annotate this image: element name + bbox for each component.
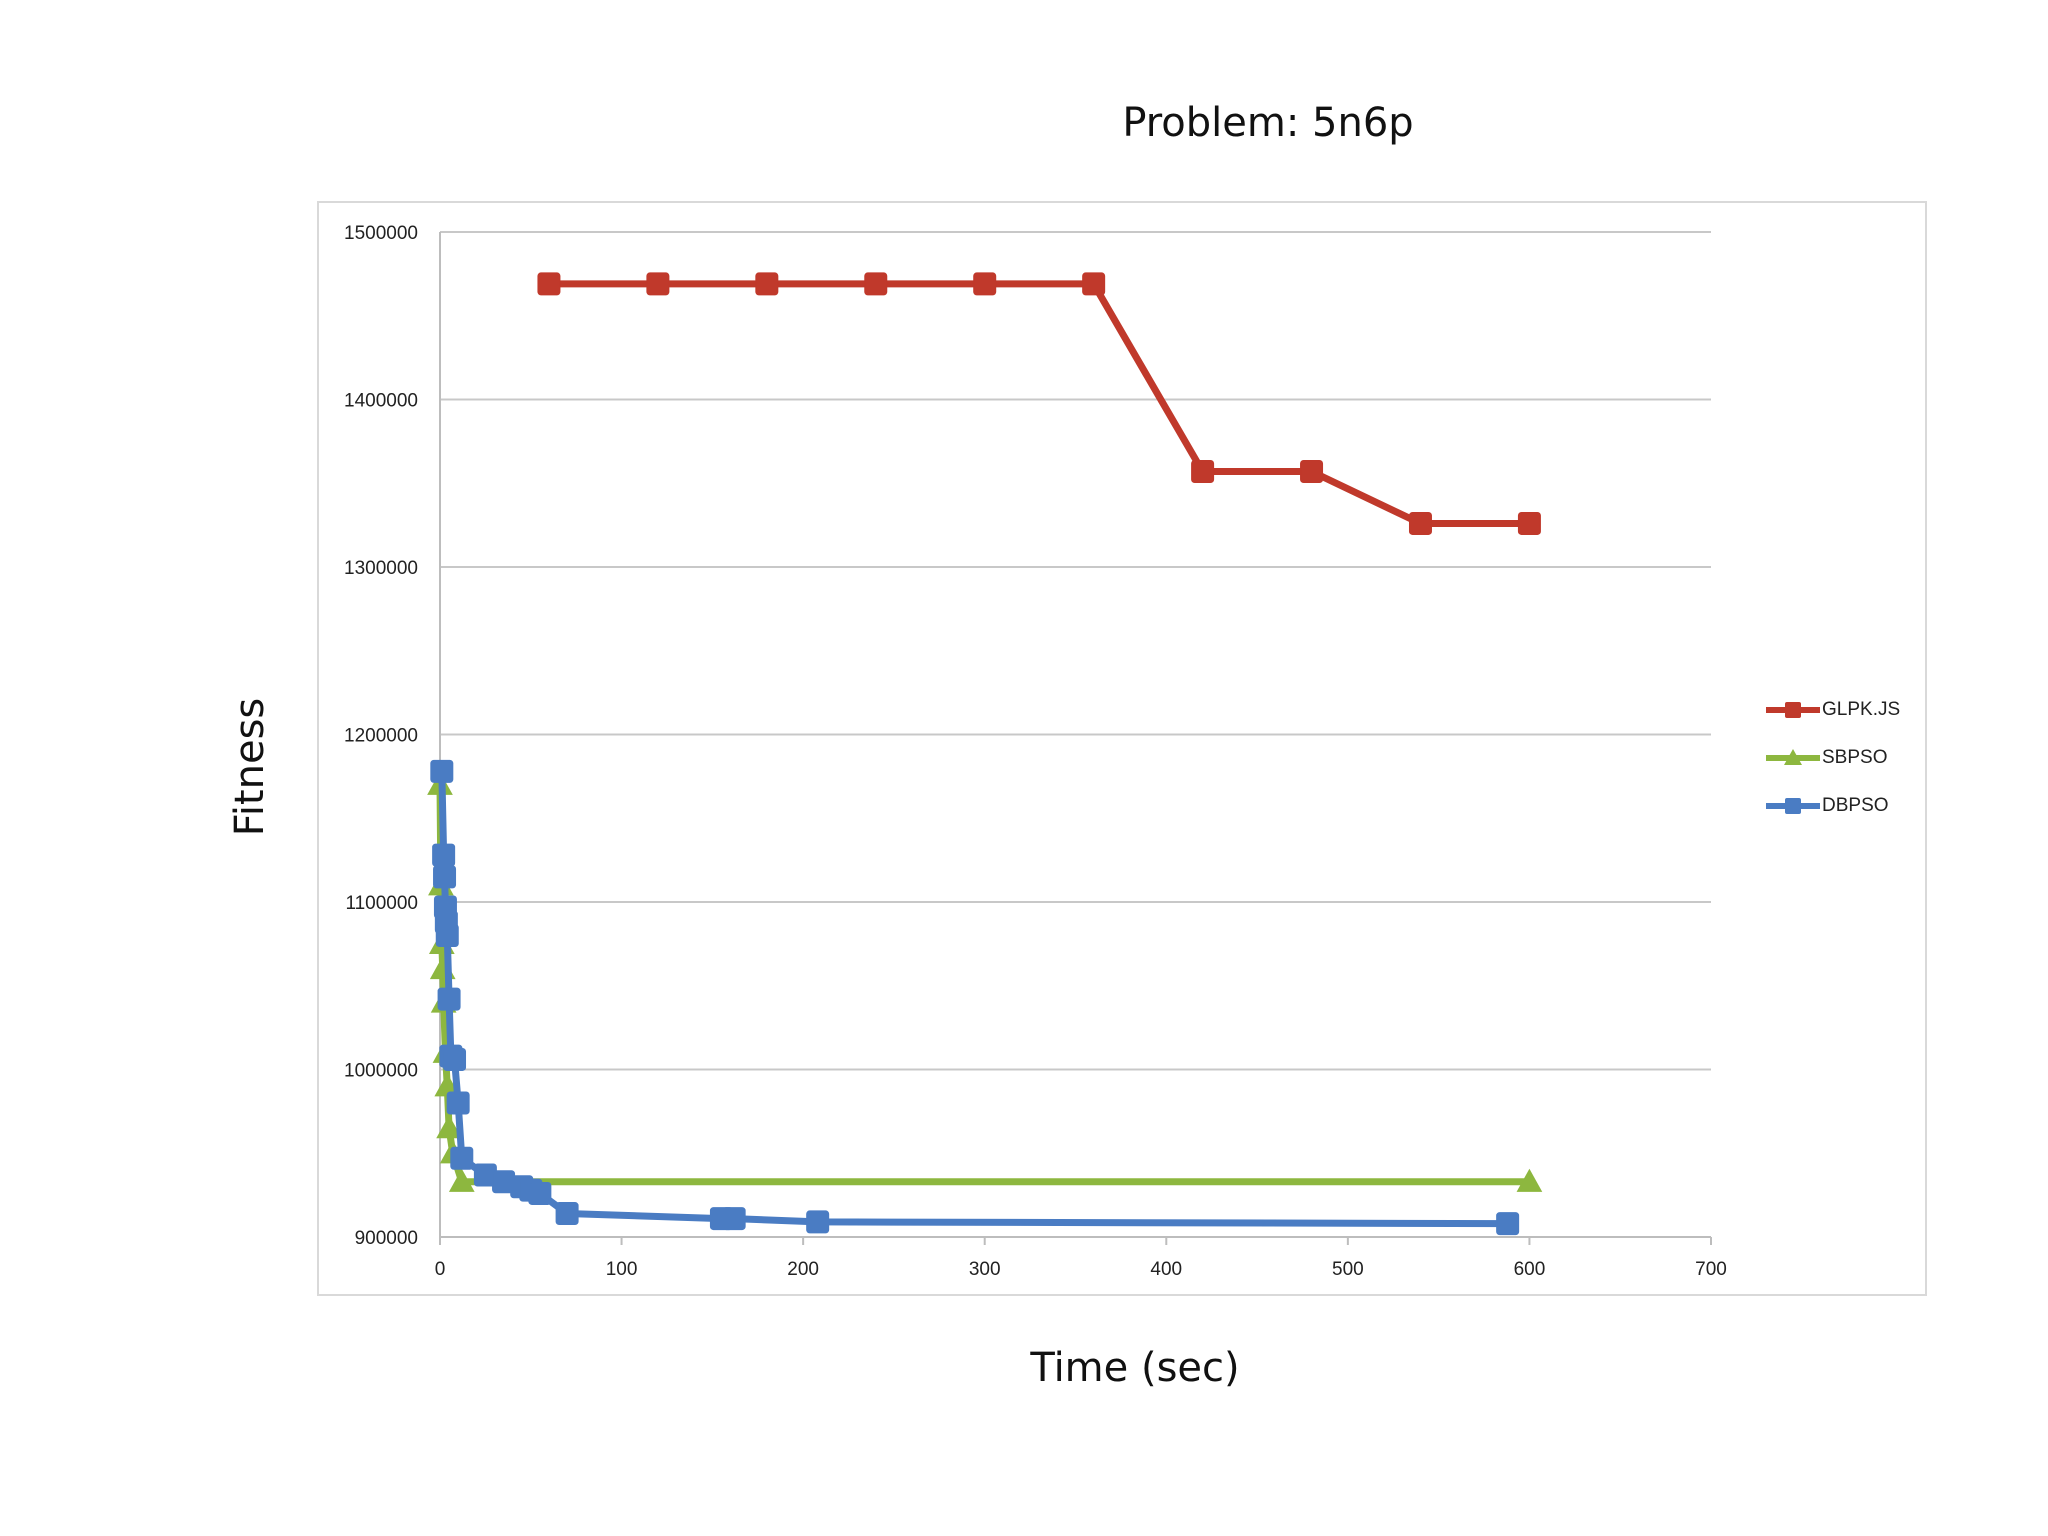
data-point-glpk-js [864,272,888,296]
data-point-dbpso [443,1047,467,1071]
series-line-dbpso [438,767,1512,1228]
plot-frame [317,201,1927,1296]
x-tick-label: 300 [969,1259,1001,1280]
data-point-glpk-js [1300,460,1324,484]
y-tick-label: 1400000 [344,391,418,412]
data-point-sbpso [1516,1168,1543,1192]
data-point-glpk-js [1191,460,1215,484]
data-point-dbpso [437,987,461,1011]
series-line-sbpso [436,781,1533,1186]
data-point-dbpso [430,759,454,783]
y-tick-label: 1500000 [344,223,418,244]
data-point-dbpso [528,1181,552,1205]
data-point-dbpso [722,1207,746,1231]
data-point-dbpso [1496,1212,1520,1236]
legend-item-sbpso: SBPSO [1764,734,1900,782]
x-axis-title: Time (sec) [1030,1345,1240,1391]
data-point-dbpso [432,843,456,867]
y-tick-label: 900000 [355,1228,418,1249]
x-tick-label: 500 [1332,1259,1364,1280]
y-tick-label: 1300000 [344,558,418,579]
data-point-dbpso [446,1091,470,1115]
legend-label-sbpso: SBPSO [1822,747,1888,768]
legend-marker-dbpso [1785,798,1801,814]
data-point-glpk-js [755,272,779,296]
y-tick-label: 1100000 [345,893,418,914]
legend-swatch-dbpso [1766,798,1820,814]
data-point-glpk-js [1408,511,1432,535]
legend-swatch-glpk-js [1766,702,1820,718]
y-tick-label: 1200000 [344,726,418,747]
data-point-dbpso [806,1210,830,1234]
legend-marker-glpk-js [1785,702,1801,718]
x-tick-label: 100 [606,1259,638,1280]
data-point-sbpso [436,1115,462,1139]
data-point-glpk-js [646,272,670,296]
legend-marker-sbpso [1784,749,1802,765]
data-point-glpk-js [973,272,997,296]
x-tick-label: 700 [1695,1259,1727,1280]
y-tick-label: 1000000 [344,1061,418,1082]
x-tick-label: 200 [787,1259,819,1280]
series-line-glpk-js [545,280,1533,527]
data-point-glpk-js [1517,511,1541,535]
data-point-dbpso [433,865,457,889]
legend: GLPK.JS SBPSO DBPSO [1764,686,1900,830]
legend-swatch-sbpso [1766,749,1820,765]
legend-label-glpk-js: GLPK.JS [1822,699,1901,720]
legend-item-dbpso: DBPSO [1764,782,1900,830]
data-point-dbpso [555,1202,579,1226]
data-point-dbpso [450,1146,474,1170]
x-tick-label: 0 [435,1259,446,1280]
chart-title: Problem: 5n6p [1122,100,1414,146]
data-point-dbpso [435,924,459,947]
x-tick-label: 600 [1514,1259,1546,1280]
legend-item-glpk-js: GLPK.JS [1764,686,1900,734]
x-tick-label: 400 [1150,1259,1182,1280]
data-point-glpk-js [537,272,561,296]
legend-label-dbpso: DBPSO [1822,795,1889,816]
data-point-glpk-js [1082,272,1106,296]
y-axis-title: Fitness [227,697,273,837]
data-point-sbpso [448,1168,475,1192]
